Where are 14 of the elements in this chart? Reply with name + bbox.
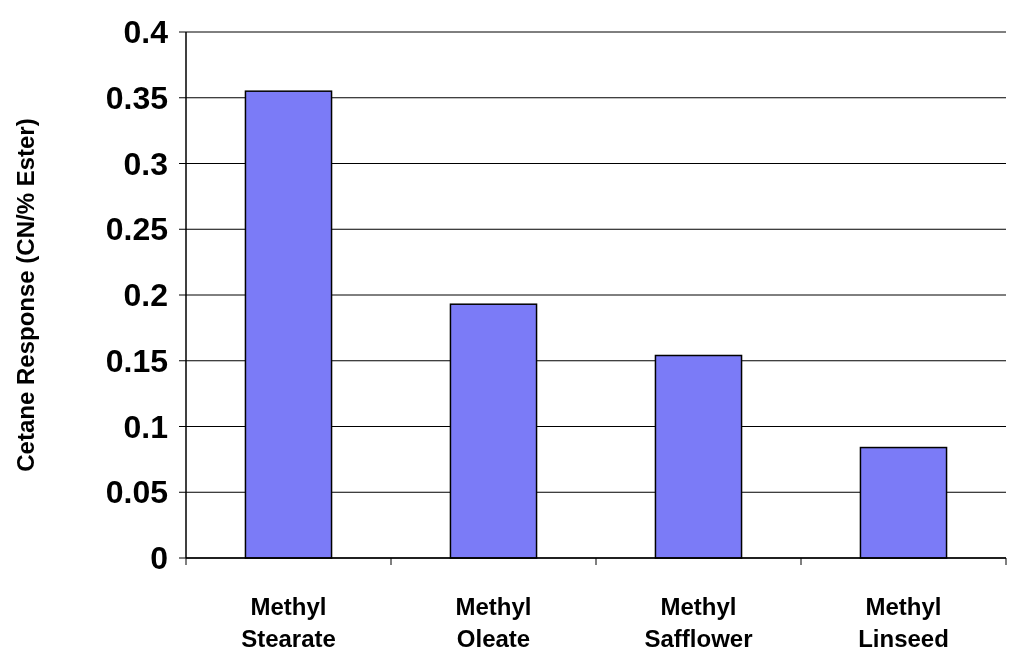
y-tick-label: 0 [150, 540, 168, 577]
x-tick-label: Methyl Oleate [455, 593, 532, 652]
y-tick-label: 0.15 [105, 342, 168, 379]
x-tick-label: Methyl Safflower [644, 593, 753, 652]
y-tick-label: 0.3 [123, 145, 168, 182]
x-tick-label: Methyl Stearate [241, 593, 336, 652]
y-tick-label: 0.35 [105, 79, 168, 116]
y-tick-label: 0.25 [105, 211, 168, 248]
y-tick-label: 0.1 [123, 408, 168, 445]
y-tick-label: 0.05 [105, 474, 168, 511]
y-tick-label: 0.4 [123, 14, 169, 51]
x-tick-label: Methyl Linseed [858, 593, 949, 652]
y-tick-label: 0.2 [123, 277, 168, 314]
y-axis-title: Cetane Response (CN/% Ester) [12, 118, 39, 472]
